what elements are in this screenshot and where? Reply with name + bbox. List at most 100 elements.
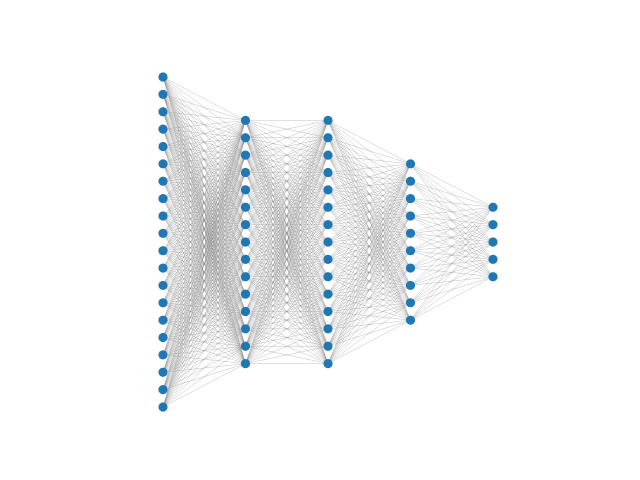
node-l4-n3 [405, 193, 416, 204]
node-l5-n5 [488, 272, 498, 282]
edge-l1-n20-to-l2-n1 [162, 120, 246, 408]
node-l1-n12 [158, 263, 168, 273]
edge-l1-n14-to-l2-n1 [162, 120, 246, 303]
layer-5 [488, 202, 498, 282]
layer-1 [158, 72, 168, 412]
edge-l1-n20-to-l2-n3 [162, 155, 246, 408]
edge-l2-n15-to-l3-n12 [245, 311, 329, 364]
node-l3-n8 [323, 237, 333, 247]
edge-l3-n4-to-l4-n1 [327, 163, 411, 173]
edge-l4-n5-to-l5-n1 [410, 207, 494, 234]
node-l1-n4 [158, 124, 168, 134]
node-l2-n13 [240, 324, 251, 334]
node-l1-n3 [158, 107, 168, 117]
edge-l1-n9-to-l2-n1 [162, 120, 246, 217]
edge-l2-n15-to-l3-n1 [245, 120, 329, 364]
node-l3-n4 [323, 167, 333, 178]
edge-l1-n11-to-l2-n1 [162, 120, 246, 251]
edge-l3-n15-to-l4-n9 [327, 302, 411, 364]
edge-l1-n15-to-l2-n1 [162, 120, 246, 321]
edge-l1-n4-to-l2-n1 [162, 120, 246, 130]
edge-l2-n15-to-l3-n5 [245, 189, 329, 364]
edge-l1-n7-to-l2-n1 [162, 120, 246, 182]
node-l4-n7 [405, 263, 416, 273]
node-l2-n15 [240, 358, 251, 369]
node-l1-n15 [158, 315, 168, 325]
edge-l3-n2-to-l4-n1 [327, 137, 411, 165]
edge-l1-n13-to-l2-n1 [162, 120, 246, 286]
node-l3-n1 [323, 115, 333, 126]
edge-l1-n20-to-l2-n15 [162, 363, 246, 408]
edge-l3-n8-to-l4-n1 [327, 163, 411, 243]
edge-l1-n20-to-l2-n14 [162, 346, 246, 408]
node-l1-n14 [158, 298, 168, 308]
edge-l1-n12-to-l2-n1 [162, 120, 246, 269]
node-l4-n2 [405, 176, 416, 186]
edge-l3-n13-to-l4-n1 [327, 163, 411, 329]
node-l2-n2 [240, 133, 251, 143]
edge-l1-n1-to-l2-n1 [162, 76, 246, 121]
edge-l3-n3-to-l4-n1 [327, 154, 411, 165]
edge-l1-n20-to-l2-n7 [162, 224, 246, 408]
node-l3-n9 [323, 254, 333, 264]
edge-l2-n15-to-l3-n8 [245, 241, 329, 364]
edge-l1-n20-to-l2-n13 [162, 328, 246, 408]
node-l2-n3 [240, 150, 251, 160]
edge-l3-n6-to-l4-n1 [327, 163, 411, 208]
node-l1-n8 [158, 193, 168, 204]
edge-l1-n5-to-l2-n1 [162, 120, 246, 147]
node-l2-n4 [240, 167, 251, 178]
node-l4-n5 [405, 228, 416, 238]
edge-l3-n7-to-l4-n1 [327, 163, 411, 225]
node-l2-n14 [240, 341, 251, 351]
edge-l2-n7-to-l3-n1 [245, 120, 329, 225]
edge-l2-n12-to-l3-n1 [245, 120, 329, 312]
node-l1-n20 [158, 402, 168, 412]
edge-l4-n10-to-l5-n2 [410, 224, 494, 321]
node-l2-n7 [240, 220, 251, 230]
edge-l2-n13-to-l3-n1 [245, 120, 329, 329]
node-l1-n16 [158, 332, 168, 343]
edge-l4-n1-to-l5-n1 [410, 163, 494, 208]
node-l1-n19 [158, 385, 168, 395]
edge-l3-n15-to-l4-n2 [327, 181, 411, 364]
edge-l1-n20-to-l2-n2 [162, 137, 246, 408]
network-nodes [158, 72, 498, 412]
node-l2-n1 [240, 115, 251, 126]
edge-l1-n20-to-l2-n4 [162, 172, 246, 408]
node-l5-n1 [488, 202, 498, 212]
edge-l4-n9-to-l5-n1 [410, 207, 494, 303]
edge-l4-n10-to-l5-n3 [410, 241, 494, 321]
edge-l2-n8-to-l3-n1 [245, 120, 329, 243]
edge-l1-n20-to-l2-n11 [162, 294, 246, 408]
node-l4-n1 [405, 159, 416, 169]
edge-l1-n20-to-l2-n8 [162, 241, 246, 408]
edge-l3-n15-to-l4-n7 [327, 267, 411, 364]
edge-l3-n5-to-l4-n1 [327, 163, 411, 191]
edge-l2-n15-to-l3-n10 [245, 276, 329, 364]
layer-2 [240, 115, 251, 369]
node-l3-n14 [323, 341, 333, 351]
edge-l3-n12-to-l4-n1 [327, 163, 411, 312]
node-l1-n2 [158, 89, 168, 99]
node-l1-n11 [158, 246, 168, 256]
edge-l3-n1-to-l4-n1 [327, 120, 411, 164]
edge-l2-n15-to-l3-n4 [245, 172, 329, 364]
node-l3-n6 [323, 202, 333, 212]
edge-l4-n10-to-l5-n4 [410, 259, 494, 321]
edge-l1-n8-to-l2-n1 [162, 120, 246, 199]
edge-l4-n7-to-l5-n1 [410, 207, 494, 269]
edge-l3-n15-to-l4-n3 [327, 198, 411, 364]
edge-l3-n15-to-l4-n4 [327, 215, 411, 364]
node-l1-n6 [158, 159, 168, 169]
edge-l2-n15-to-l3-n14 [245, 346, 329, 364]
edge-l1-n17-to-l2-n1 [162, 120, 246, 355]
node-l1-n7 [158, 176, 168, 186]
edge-l1-n20-to-l2-n5 [162, 189, 246, 408]
node-l2-n6 [240, 202, 251, 212]
node-l1-n10 [158, 228, 168, 238]
edge-l1-n3-to-l2-n1 [162, 111, 246, 121]
node-l4-n10 [405, 315, 416, 325]
node-l4-n6 [405, 246, 416, 256]
edge-l4-n10-to-l5-n1 [410, 207, 494, 321]
